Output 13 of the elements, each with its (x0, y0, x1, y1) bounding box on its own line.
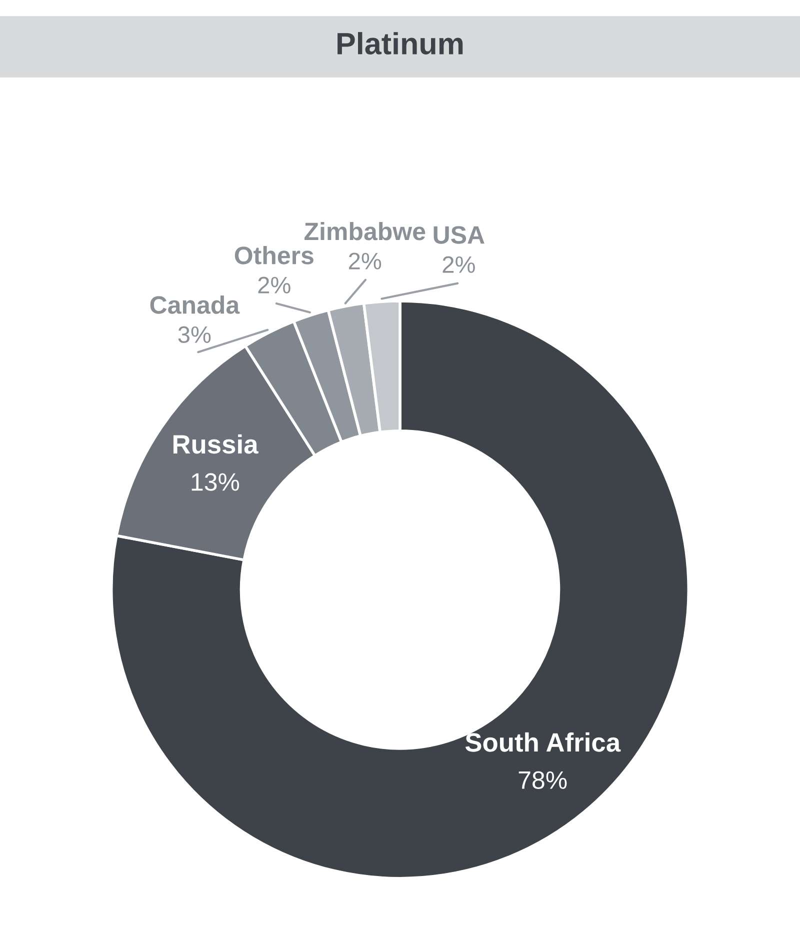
data-label: 78% (518, 771, 567, 789)
slice-label: Canada (150, 296, 240, 314)
data-label: 3% (178, 326, 211, 344)
slice-label: Zimbabwe (304, 222, 426, 240)
slice-label: South Africa (465, 732, 621, 752)
slice-label: Others (234, 246, 314, 264)
data-label: 13% (192, 473, 240, 491)
slice-label: Russia (173, 434, 258, 454)
data-label: 2% (258, 276, 290, 294)
slice-label: USA (434, 226, 484, 244)
data-label: 2% (442, 256, 475, 273)
data-label: 2% (349, 252, 382, 270)
chart-title: Platinum (338, 32, 463, 55)
